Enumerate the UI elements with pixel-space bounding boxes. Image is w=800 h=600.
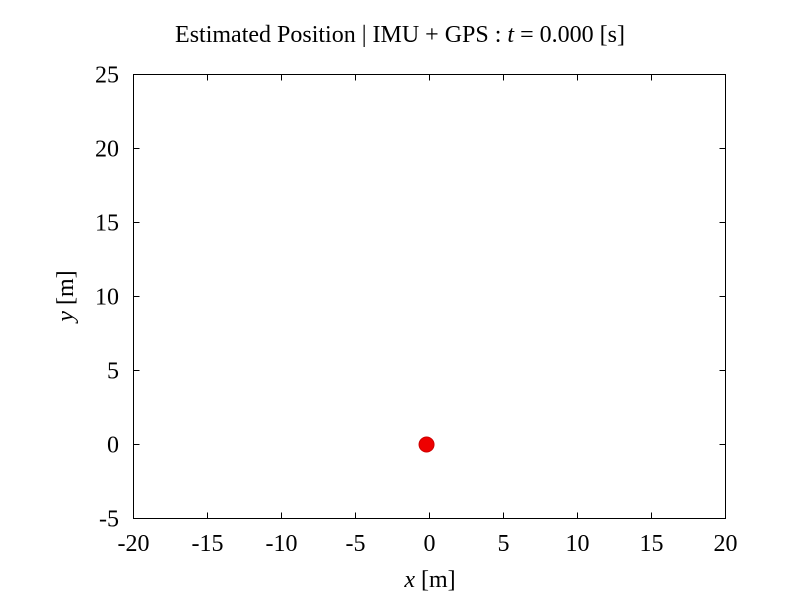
x-tick-label: 20 xyxy=(714,531,738,557)
y-tick-label: 25 xyxy=(95,63,119,89)
y-tick-label: 10 xyxy=(95,285,119,311)
x-tick-label: 15 xyxy=(640,531,664,557)
x-tick-label: 5 xyxy=(498,531,510,557)
y-tick-label: -5 xyxy=(99,507,119,533)
x-axis-unit: [m] xyxy=(415,567,456,593)
x-tick-label: 10 xyxy=(566,531,590,557)
y-tick-label: 15 xyxy=(95,211,119,237)
x-axis-label: x [m] xyxy=(0,565,800,595)
x-ticks: -20 -15 -10 -5 0 5 10 15 20 xyxy=(118,74,738,557)
x-tick-label: -20 xyxy=(118,531,150,557)
title-time-value: = 0.000 [s] xyxy=(514,22,625,48)
data-points xyxy=(418,436,435,453)
y-axis-symbol: y xyxy=(53,311,79,322)
x-tick-label: -15 xyxy=(192,531,224,557)
x-axis-symbol: x xyxy=(404,567,415,593)
y-tick-label: 0 xyxy=(107,433,119,459)
chart-title: Estimated Position | IMU + GPS : t = 0.0… xyxy=(0,20,800,50)
x-tick-label: 0 xyxy=(424,531,436,557)
title-time-symbol: t xyxy=(507,22,515,48)
x-tick-label: -10 xyxy=(266,531,298,557)
y-axis-label: y [m] xyxy=(51,270,81,321)
title-prefix: Estimated Position | IMU + GPS : xyxy=(175,22,508,48)
x-tick-label: -5 xyxy=(346,531,366,557)
y-tick-label: 5 xyxy=(107,359,119,385)
y-ticks: -5 0 5 10 15 20 25 xyxy=(95,63,726,533)
position-marker xyxy=(418,436,435,453)
y-tick-label: 20 xyxy=(95,137,119,163)
y-axis-unit: [m] xyxy=(53,270,79,311)
